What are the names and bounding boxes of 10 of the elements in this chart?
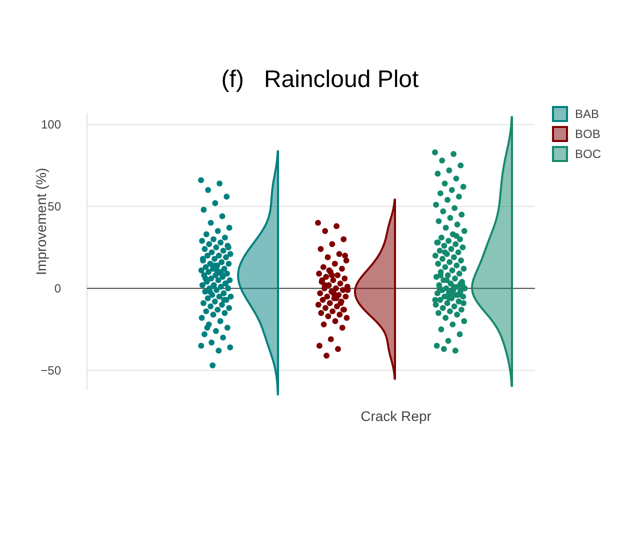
x-axis-title: Crack Repr [360, 408, 432, 424]
y-axis-title: Improvement (%) [33, 168, 49, 276]
legend-label: BAB [575, 107, 600, 122]
y-tick-label: 100 [40, 118, 62, 132]
chart-title: (f) Raincloud Plot [221, 66, 420, 93]
legend-label: BOC [575, 147, 602, 162]
legend-label: BOB [575, 127, 600, 142]
y-tick-label: 50 [48, 200, 62, 214]
y-tick-label: 0 [54, 282, 62, 296]
y-tick-label: −50 [40, 364, 62, 378]
